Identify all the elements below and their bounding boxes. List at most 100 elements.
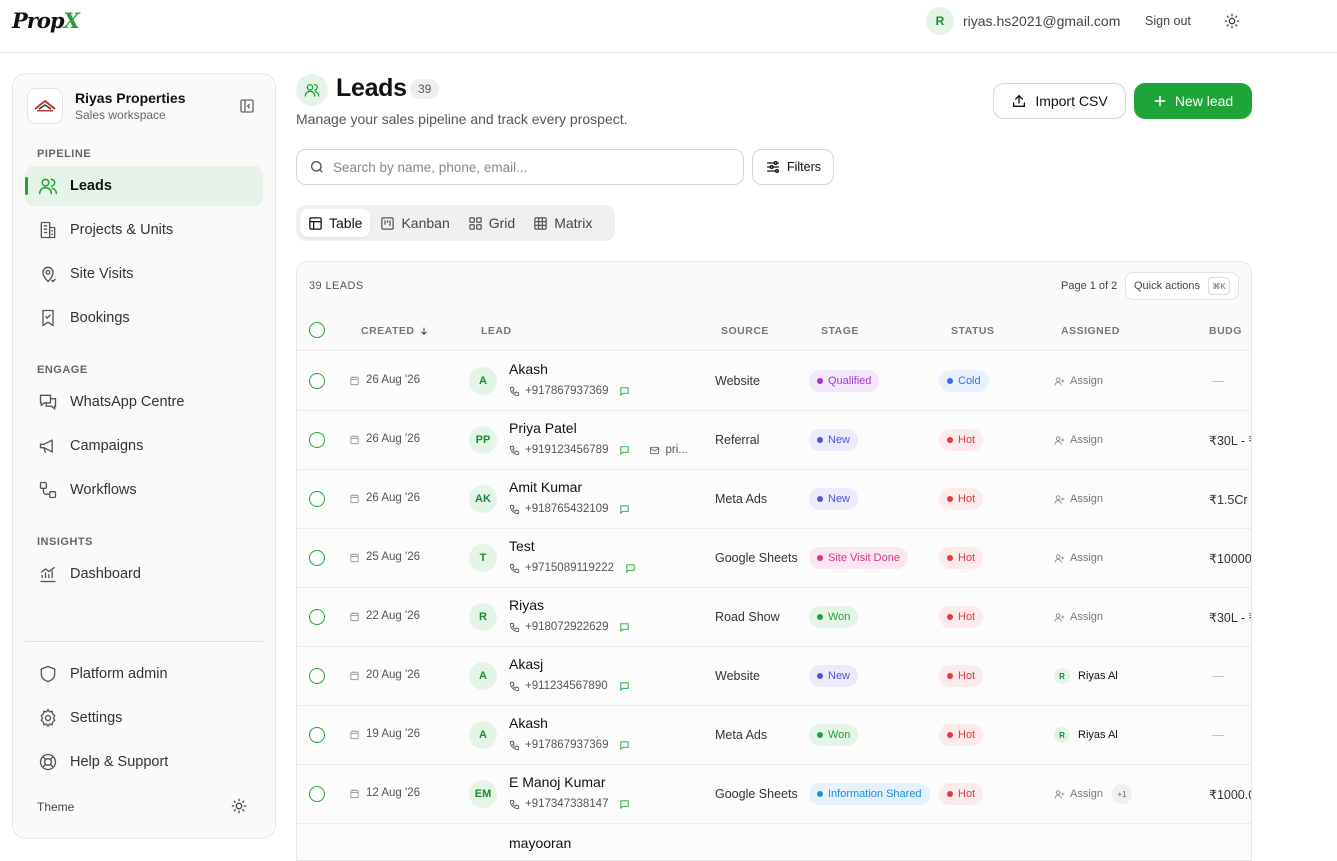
column-created[interactable]: CREATED bbox=[361, 325, 429, 337]
lead-name[interactable]: Akash bbox=[509, 715, 548, 731]
sidebar-item-help[interactable]: Help & Support bbox=[25, 742, 263, 782]
search-field[interactable] bbox=[296, 149, 744, 185]
sidebar-item-platform-admin[interactable]: Platform admin bbox=[25, 654, 263, 694]
sidebar-collapse-icon[interactable] bbox=[239, 98, 255, 114]
import-csv-button[interactable]: Import CSV bbox=[993, 83, 1126, 119]
message-icon[interactable] bbox=[619, 681, 630, 692]
assign-button[interactable]: Assign bbox=[1054, 552, 1103, 564]
assign-button[interactable]: Assign bbox=[1054, 375, 1103, 387]
table-row[interactable]: 19 Aug '26 A Akash +917867937369 Meta Ads Won… bbox=[297, 706, 1251, 765]
lead-name[interactable]: Riyas bbox=[509, 597, 545, 613]
sidebar-item-bookings[interactable]: Bookings bbox=[25, 298, 263, 338]
tab-table[interactable]: Table bbox=[300, 209, 371, 237]
status-badge[interactable]: Hot bbox=[939, 606, 984, 628]
sidebar-item-whatsapp[interactable]: WhatsApp Centre bbox=[25, 382, 263, 422]
table-row[interactable]: 26 Aug '26 PP Priya Patel +919123456789 pri.… bbox=[297, 411, 1251, 470]
sidebar-item-workflows[interactable]: Workflows bbox=[25, 470, 263, 510]
assign-button[interactable]: Assign bbox=[1054, 434, 1103, 446]
tab-kanban[interactable]: Kanban bbox=[372, 209, 457, 237]
table-row[interactable]: 20 Aug '26 A Akasj +911234567890 Website New H… bbox=[297, 647, 1251, 706]
tab-matrix[interactable]: Matrix bbox=[525, 209, 600, 237]
stage-badge[interactable]: New bbox=[809, 429, 859, 451]
sun-icon[interactable] bbox=[231, 798, 247, 814]
sidebar-item-campaigns[interactable]: Campaigns bbox=[25, 426, 263, 466]
lead-name[interactable]: Akash bbox=[509, 361, 548, 377]
lead-name[interactable]: Amit Kumar bbox=[509, 479, 583, 495]
lead-name[interactable]: Priya Patel bbox=[509, 420, 577, 436]
assignee[interactable]: R Riyas Al bbox=[1054, 727, 1118, 743]
status-badge[interactable]: Hot bbox=[939, 783, 984, 805]
row-checkbox[interactable] bbox=[309, 373, 325, 389]
assign-button[interactable]: Assign bbox=[1054, 493, 1103, 505]
message-icon[interactable] bbox=[625, 563, 636, 574]
lead-phone[interactable]: +918765432109 bbox=[525, 503, 609, 515]
lead-phone[interactable]: +917867937369 bbox=[525, 385, 609, 397]
tab-grid[interactable]: Grid bbox=[460, 209, 523, 237]
sign-out-button[interactable]: Sign out bbox=[1145, 14, 1191, 28]
message-icon[interactable] bbox=[619, 740, 630, 751]
status-badge[interactable]: Hot bbox=[939, 488, 984, 510]
assign-button[interactable]: Assign +1 bbox=[1054, 784, 1133, 804]
table-row[interactable]: 22 Aug '26 R Riyas +918072922629 Road Show Wo… bbox=[297, 588, 1251, 647]
message-icon[interactable] bbox=[619, 386, 630, 397]
user-menu[interactable]: R riyas.hs2021@gmail.com bbox=[926, 7, 1120, 35]
search-input[interactable] bbox=[333, 159, 713, 175]
table-row[interactable]: 12 Aug '26 EM E Manoj Kumar +917347338147 Go… bbox=[297, 765, 1251, 824]
column-assigned[interactable]: ASSIGNED bbox=[1061, 325, 1120, 337]
column-lead[interactable]: LEAD bbox=[481, 325, 512, 337]
stage-badge[interactable]: Won bbox=[809, 724, 859, 746]
stage-badge[interactable]: Won bbox=[809, 606, 859, 628]
column-status[interactable]: STATUS bbox=[951, 325, 995, 337]
assign-button[interactable]: Assign bbox=[1054, 611, 1103, 623]
sidebar-item-settings[interactable]: Settings bbox=[25, 698, 263, 738]
row-checkbox[interactable] bbox=[309, 609, 325, 625]
stage-badge[interactable]: Site Visit Done bbox=[809, 547, 908, 569]
column-stage[interactable]: STAGE bbox=[821, 325, 859, 337]
lead-name[interactable]: Akasj bbox=[509, 656, 544, 672]
row-checkbox[interactable] bbox=[309, 668, 325, 684]
status-badge[interactable]: Cold bbox=[939, 370, 989, 392]
column-budget[interactable]: BUDG bbox=[1209, 325, 1242, 337]
new-lead-button[interactable]: New lead bbox=[1134, 83, 1252, 119]
row-checkbox[interactable] bbox=[309, 491, 325, 507]
message-icon[interactable] bbox=[619, 445, 630, 456]
message-icon[interactable] bbox=[619, 799, 630, 810]
sidebar-item-projects[interactable]: Projects & Units bbox=[25, 210, 263, 250]
table-row[interactable]: 25 Aug '26 T Test +9715089119222 Google Shee… bbox=[297, 529, 1251, 588]
stage-badge[interactable]: New bbox=[809, 665, 859, 687]
lead-phone[interactable]: +917867937369 bbox=[525, 739, 609, 751]
row-checkbox[interactable] bbox=[309, 550, 325, 566]
row-checkbox[interactable] bbox=[309, 432, 325, 448]
lead-phone[interactable]: +911234567890 bbox=[525, 680, 608, 692]
lead-phone[interactable]: +918072922629 bbox=[525, 621, 609, 633]
sidebar-item-leads[interactable]: Leads bbox=[25, 166, 263, 206]
lead-name[interactable]: E Manoj Kumar bbox=[509, 774, 606, 790]
lead-phone[interactable]: +9715089119222 bbox=[525, 562, 615, 574]
status-badge[interactable]: Hot bbox=[939, 665, 984, 687]
status-badge[interactable]: Hot bbox=[939, 724, 984, 746]
stage-badge[interactable]: Qualified bbox=[809, 370, 880, 392]
assignee[interactable]: R Riyas Al bbox=[1054, 668, 1118, 684]
message-icon[interactable] bbox=[619, 504, 630, 515]
filters-button[interactable]: Filters bbox=[752, 149, 834, 185]
lead-phone[interactable]: +919123456789 bbox=[525, 444, 609, 456]
column-source[interactable]: SOURCE bbox=[721, 325, 769, 337]
message-icon[interactable] bbox=[619, 622, 630, 633]
row-checkbox[interactable] bbox=[309, 786, 325, 802]
logo[interactable]: PropX bbox=[12, 8, 80, 33]
lead-email[interactable]: pri... bbox=[665, 444, 688, 456]
table-row[interactable]: 26 Aug '26 AK Amit Kumar +918765432109 Meta … bbox=[297, 470, 1251, 529]
quick-actions-button[interactable]: Quick actions ⌘K bbox=[1125, 272, 1239, 300]
sidebar-item-dashboard[interactable]: Dashboard bbox=[25, 554, 263, 594]
table-row[interactable]: 26 Aug '26 A Akash +917867937369 Website Qual… bbox=[297, 352, 1251, 411]
stage-badge[interactable]: New bbox=[809, 488, 859, 510]
stage-badge[interactable]: Information Shared bbox=[809, 783, 930, 805]
workspace-switcher[interactable]: Riyas Properties Sales workspace bbox=[27, 88, 186, 124]
sun-icon[interactable] bbox=[1224, 13, 1240, 29]
select-all-checkbox[interactable] bbox=[309, 322, 325, 338]
sidebar-item-site-visits[interactable]: Site Visits bbox=[25, 254, 263, 294]
lead-phone[interactable]: +917347338147 bbox=[525, 798, 609, 810]
lead-name[interactable]: mayooran bbox=[509, 835, 572, 851]
status-badge[interactable]: Hot bbox=[939, 547, 984, 569]
lead-name[interactable]: Test bbox=[509, 538, 535, 554]
